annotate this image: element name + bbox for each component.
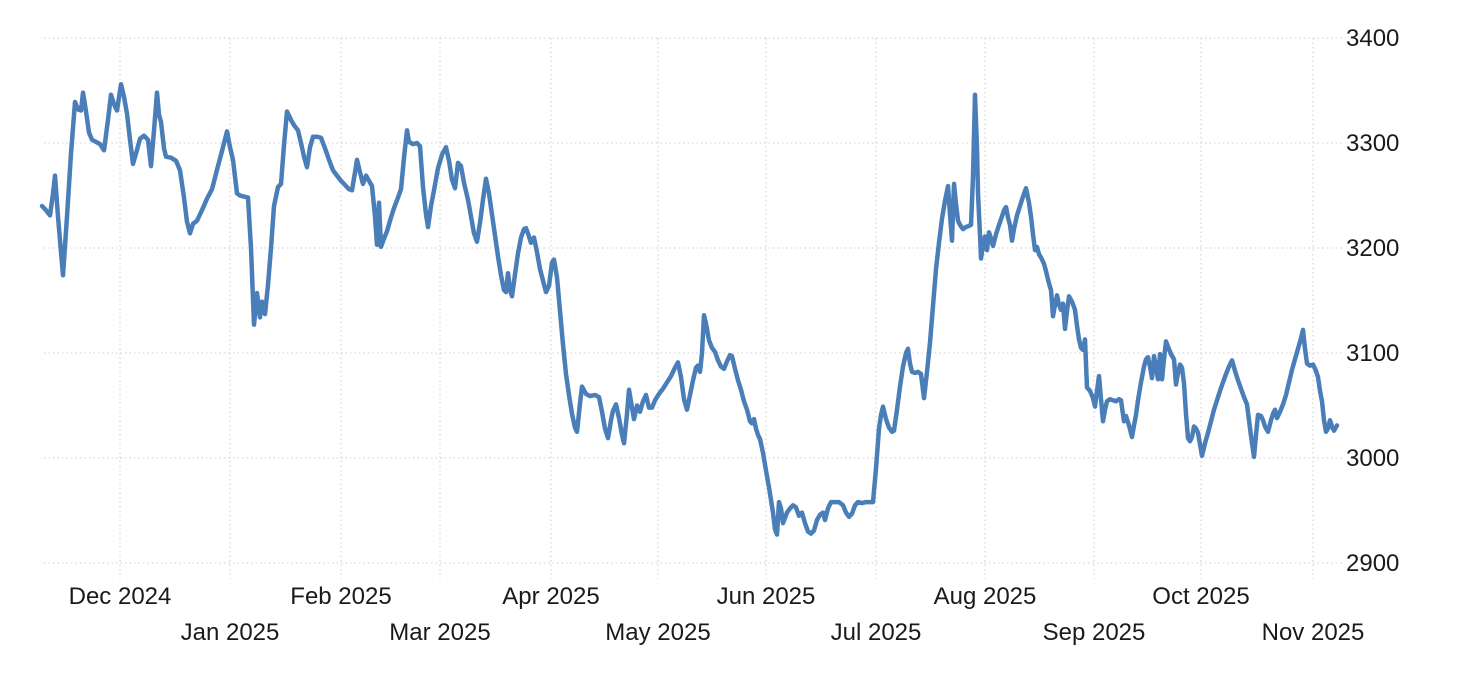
price-line-series (39, 81, 1340, 537)
x-tick-label-oct-2025: Oct 2025 (1152, 583, 1250, 610)
vertical-gridlines (119, 38, 1314, 579)
y-tick-label-3000: 3000 (1346, 445, 1400, 472)
x-tick-label-feb-2025: Feb 2025 (290, 583, 392, 610)
y-tick-label-3400: 3400 (1346, 25, 1400, 52)
y-tick-label-2900: 2900 (1346, 550, 1400, 577)
y-tick-label-3200: 3200 (1346, 235, 1400, 262)
y-tick-label-3300: 3300 (1346, 130, 1400, 157)
x-tick-label-jun-2025: Jun 2025 (716, 583, 816, 610)
horizontal-gridlines (44, 37, 1343, 564)
x-tick-label-dec-2024: Dec 2024 (68, 583, 172, 610)
y-tick-label-3100: 3100 (1346, 340, 1400, 367)
x-tick-label-nov-2025: Nov 2025 (1261, 619, 1365, 646)
x-tick-label-aug-2025: Aug 2025 (933, 583, 1037, 610)
x-tick-label-may-2025: May 2025 (605, 619, 711, 646)
x-tick-label-apr-2025: Apr 2025 (502, 583, 600, 610)
x-tick-label-sep-2025: Sep 2025 (1042, 619, 1146, 646)
x-tick-label-mar-2025: Mar 2025 (389, 619, 491, 646)
x-tick-label-jul-2025: Jul 2025 (830, 619, 922, 646)
x-tick-label-jan-2025: Jan 2025 (180, 619, 280, 646)
